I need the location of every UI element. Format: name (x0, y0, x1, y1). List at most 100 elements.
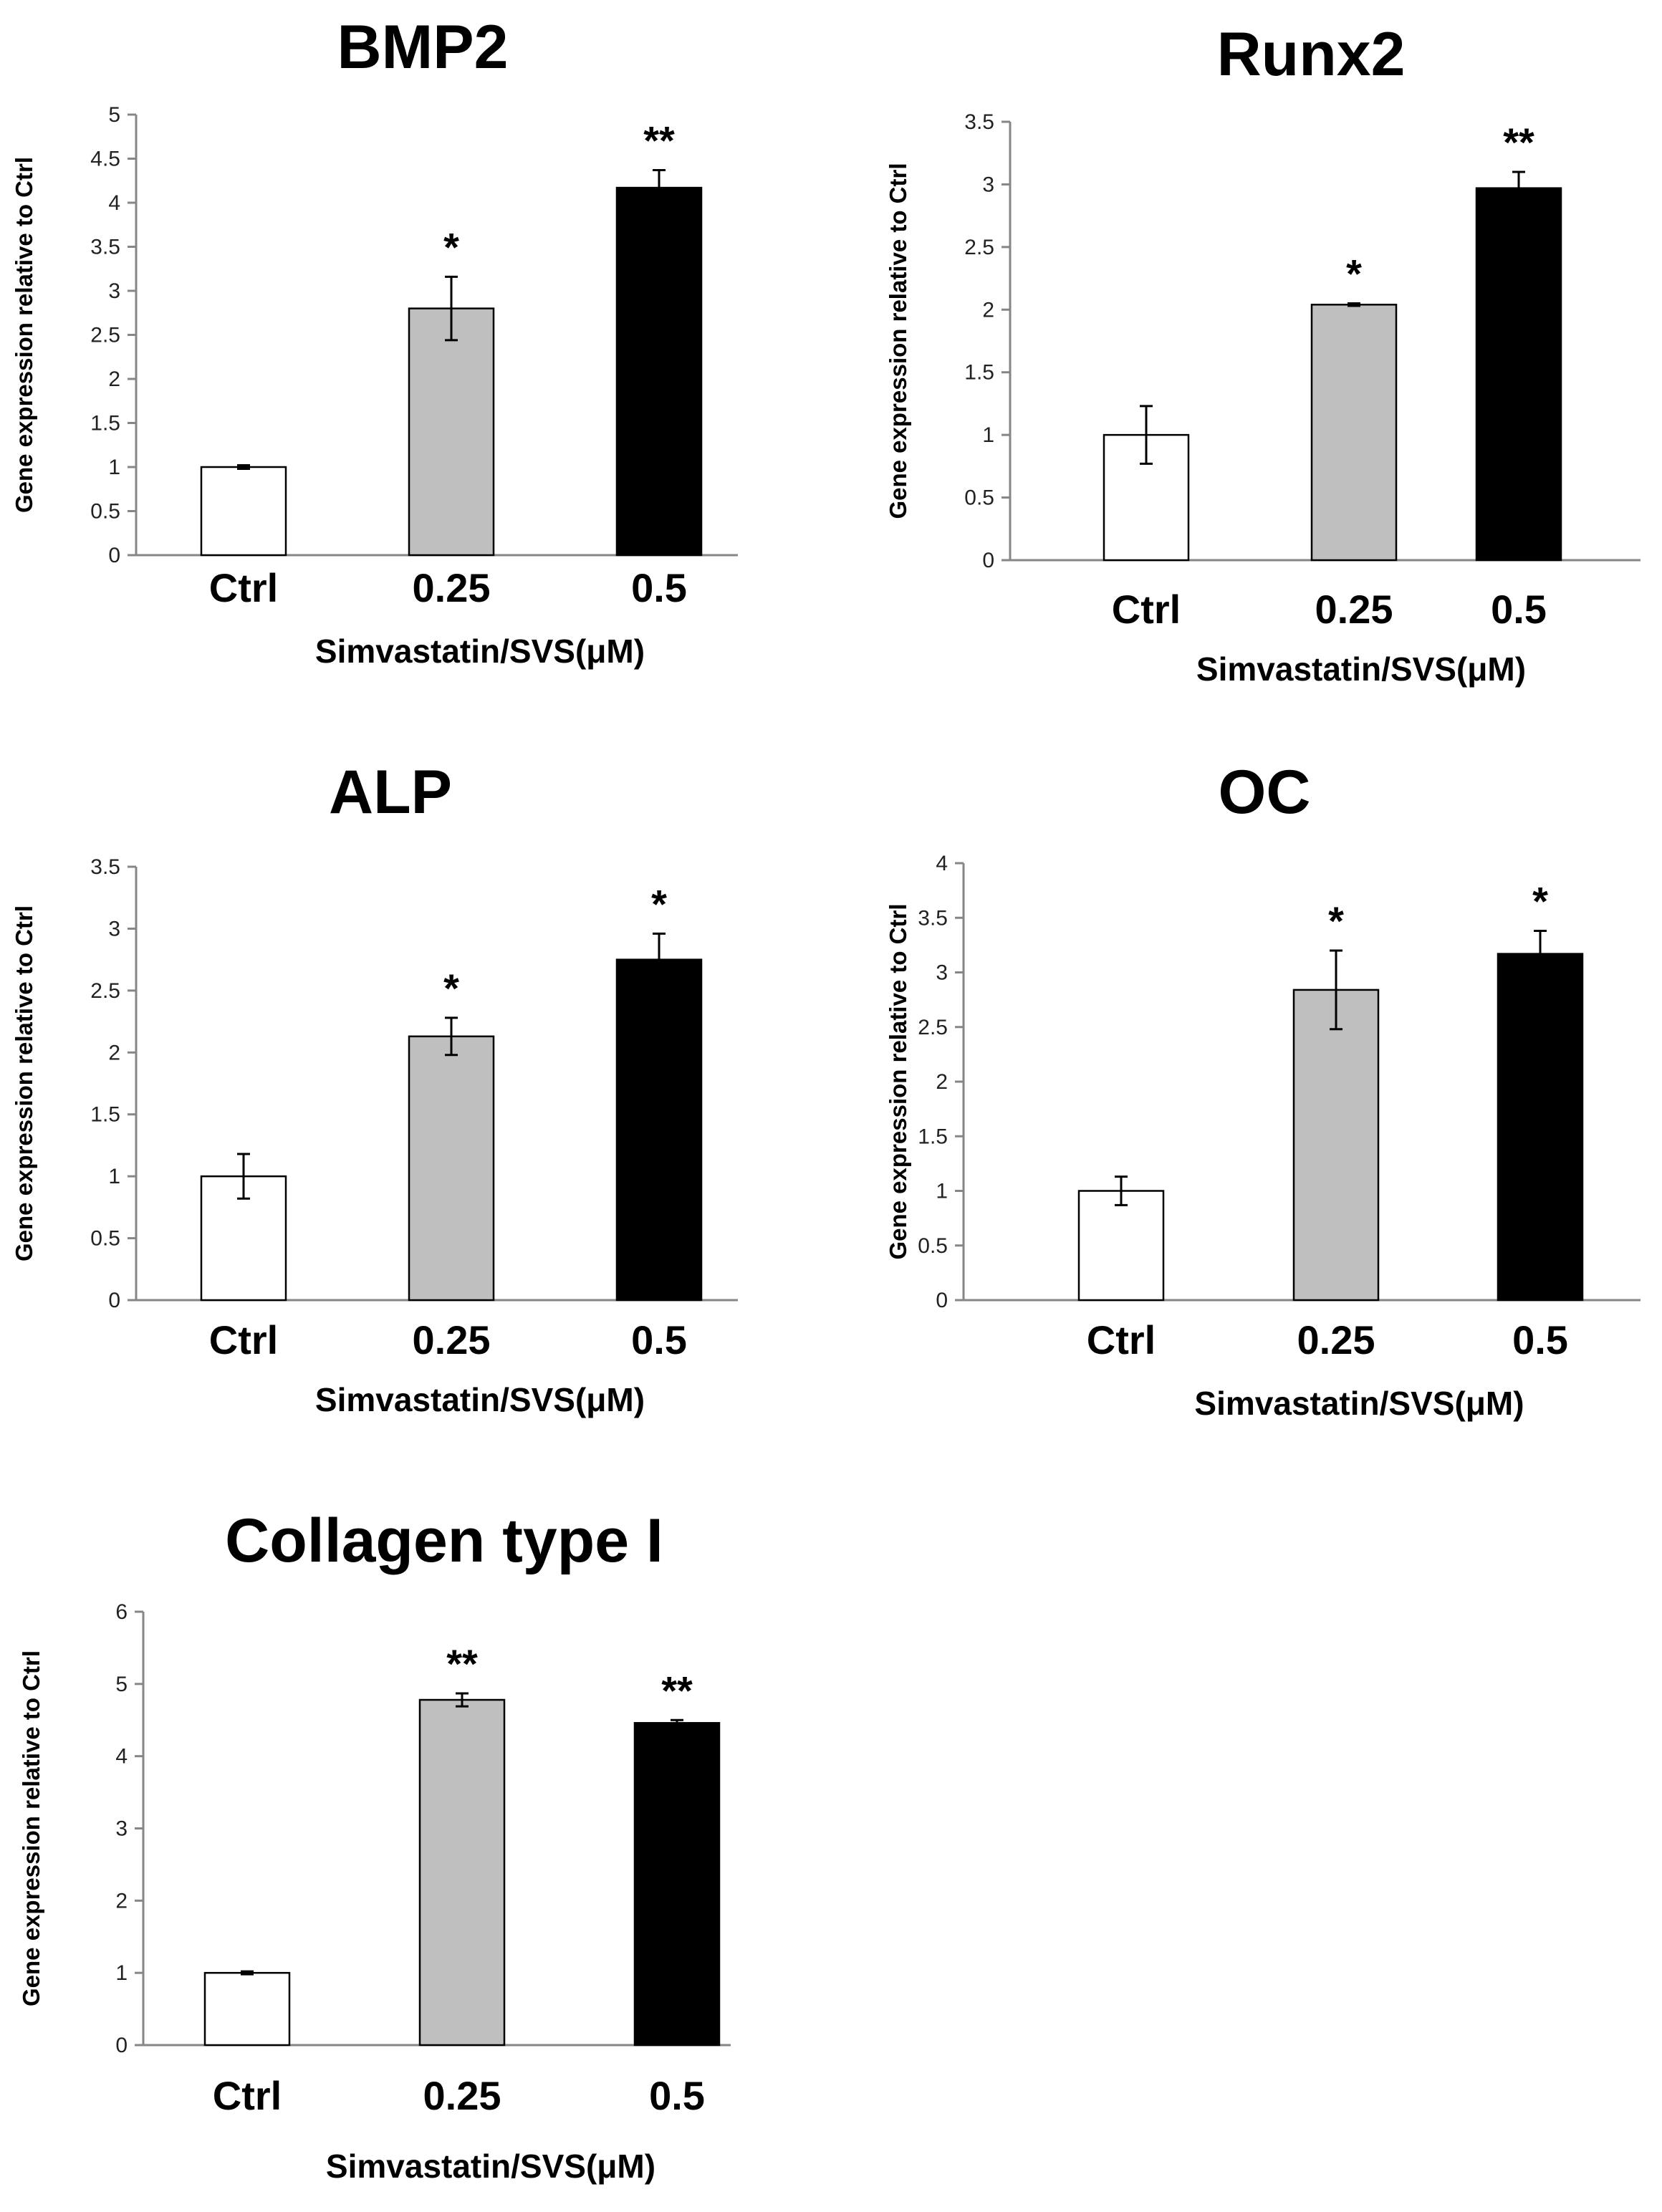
y-tick-label: 2.5 (964, 236, 994, 259)
y-tick-label: 0.5 (90, 1227, 120, 1251)
y-tick-label: 3.5 (918, 906, 948, 930)
y-axis-label: Gene expression relative to Ctrl (11, 157, 37, 513)
bar-ctrl (200, 466, 287, 557)
category-label: Ctrl (1087, 1317, 1156, 1362)
chart-title: OC (1219, 758, 1311, 827)
y-tick-label: 0.5 (90, 500, 120, 524)
chart-title: ALP (329, 758, 452, 827)
y-tick-label: 2 (115, 1889, 128, 1913)
y-tick-label: 4 (115, 1745, 128, 1769)
category-label: 0.5 (1491, 587, 1547, 632)
x-axis-label: Simvastatin/SVS(μM) (1194, 1385, 1524, 1422)
y-axis-label: Gene expression relative to Ctrl (11, 905, 37, 1261)
significance-marker: * (1346, 251, 1362, 297)
category-label: 0.25 (423, 2073, 501, 2118)
y-tick-label: 0 (115, 2034, 128, 2057)
y-tick-label: 2 (108, 1041, 120, 1064)
y-axis-label: Gene expression relative to Ctrl (18, 1650, 44, 2006)
y-tick-label: 5 (108, 103, 120, 127)
bar-0-5 (1475, 187, 1562, 562)
chart-4: Collagen type I 0 1 2 3 4 5 6 Gene expression re… (18, 1506, 731, 2185)
category-label: Ctrl (209, 565, 278, 610)
category-label: 0.5 (631, 565, 687, 610)
bar-0-25 (418, 1698, 506, 2047)
y-tick-label: 3 (982, 173, 994, 196)
y-tick-label: 1.5 (964, 361, 994, 385)
bar-0-5 (633, 1722, 721, 2047)
chart-2: ALP 0 0.5 1 1.5 2 2.5 3 3.5 Gene expression relat… (11, 758, 738, 1418)
y-tick-label: 3.5 (964, 110, 994, 134)
y-tick-label: 0 (936, 1289, 948, 1312)
significance-marker: * (443, 224, 459, 269)
y-tick-label: 1.5 (918, 1125, 948, 1148)
category-label: Ctrl (209, 1317, 278, 1362)
significance-marker: ** (446, 1641, 478, 1686)
y-tick-label: 3.5 (90, 855, 120, 879)
y-tick-label: 2.5 (90, 979, 120, 1003)
bar-ctrl (203, 1971, 291, 2047)
y-tick-label: 2.5 (918, 1016, 948, 1039)
y-axis-label: Gene expression relative to Ctrl (885, 163, 911, 519)
significance-marker: * (651, 881, 667, 926)
category-label: 0.5 (649, 2073, 705, 2118)
bar-0-25 (1310, 304, 1398, 562)
bar-0-5 (1497, 953, 1584, 1302)
category-label: 0.25 (1315, 587, 1393, 632)
y-tick-label: 3.5 (90, 236, 120, 259)
y-tick-label: 2.5 (90, 324, 120, 347)
x-axis-label: Simvastatin/SVS(μM) (315, 1381, 645, 1418)
y-tick-label: 3 (108, 917, 120, 941)
bar-0-25 (408, 1035, 495, 1302)
x-axis-label: Simvastatin/SVS(μM) (1196, 650, 1526, 688)
bar-0-25 (408, 307, 495, 557)
significance-marker: * (443, 966, 459, 1011)
y-tick-label: 4.5 (90, 148, 120, 171)
y-tick-label: 0 (108, 1289, 120, 1312)
category-label: 0.5 (631, 1317, 687, 1362)
significance-marker: * (1328, 898, 1344, 943)
y-tick-label: 2 (982, 298, 994, 322)
y-tick-label: 4 (936, 852, 948, 875)
chart-1: Runx2 0 0.5 1 1.5 2 2.5 3 3.5 Gene expression rel… (885, 20, 1641, 688)
y-tick-label: 0 (108, 544, 120, 567)
y-tick-label: 0.5 (964, 486, 994, 510)
y-tick-label: 2 (108, 367, 120, 391)
chart-title: Collagen type I (225, 1506, 663, 1575)
y-tick-label: 6 (115, 1600, 128, 1624)
y-tick-label: 2 (936, 1070, 948, 1094)
y-tick-label: 1 (936, 1180, 948, 1203)
bar-ctrl (1077, 1190, 1165, 1302)
significance-marker: ** (643, 117, 675, 163)
category-label: Ctrl (1112, 587, 1181, 632)
y-tick-label: 1 (982, 423, 994, 447)
significance-marker: ** (1503, 120, 1534, 165)
y-tick-label: 1 (115, 1961, 128, 1985)
category-label: 0.5 (1512, 1317, 1568, 1362)
category-label: Ctrl (213, 2073, 282, 2118)
y-tick-label: 4 (108, 191, 120, 215)
chart-0: BMP2 0 0.5 1 1.5 2 2.5 3 3.5 4 4.5 5 Gene expression… (11, 13, 738, 670)
x-axis-label: Simvastatin/SVS(μM) (326, 2148, 655, 2185)
y-tick-label: 0 (982, 549, 994, 572)
category-label: 0.25 (413, 1317, 491, 1362)
category-label: 0.25 (1297, 1317, 1375, 1362)
y-tick-label: 3 (115, 1817, 128, 1841)
significance-marker: ** (661, 1668, 693, 1713)
y-tick-label: 3 (936, 961, 948, 985)
category-label: 0.25 (413, 565, 491, 610)
chart-title: BMP2 (337, 13, 509, 82)
x-axis-label: Simvastatin/SVS(μM) (315, 633, 645, 670)
y-tick-label: 1 (108, 1165, 120, 1188)
y-tick-label: 3 (108, 279, 120, 303)
y-tick-label: 5 (115, 1673, 128, 1696)
bar-0-25 (1292, 989, 1380, 1302)
bar-0-5 (615, 186, 703, 557)
significance-marker: * (1532, 879, 1548, 924)
bar-0-5 (615, 958, 703, 1302)
chart-3: OC 0 0.5 1 1.5 2 2.5 3 3.5 4 Gene expression relat… (885, 758, 1641, 1422)
y-tick-label: 1 (108, 456, 120, 479)
y-axis-label: Gene expression relative to Ctrl (885, 903, 911, 1259)
y-tick-label: 0.5 (918, 1234, 948, 1258)
y-tick-label: 1.5 (90, 1103, 120, 1127)
